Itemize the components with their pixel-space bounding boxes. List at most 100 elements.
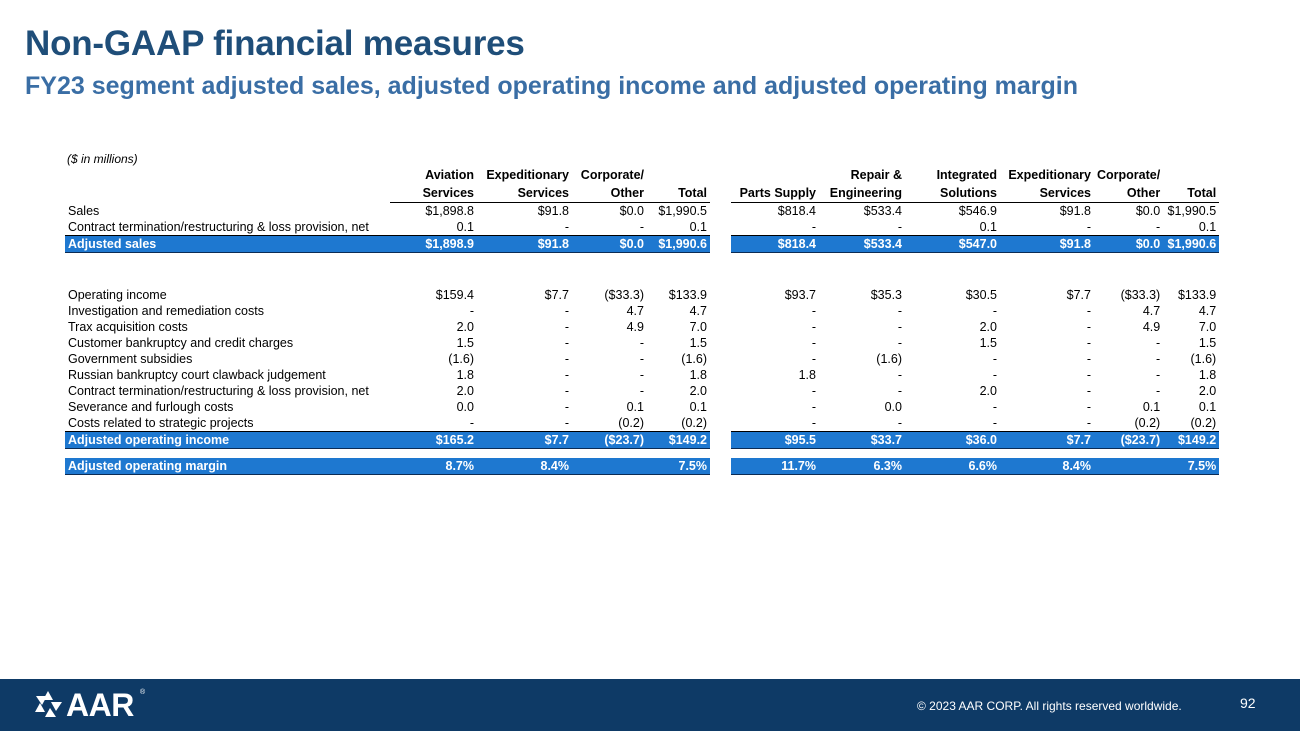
value-cell: $1,990.5	[658, 204, 707, 218]
value-cell: -	[1094, 219, 1164, 236]
column-gap	[710, 415, 731, 432]
row-label: Contract termination/restructuring & los…	[65, 219, 390, 236]
value-cell: 4.7	[689, 304, 707, 318]
column-header: Expeditionary	[486, 168, 569, 182]
footer-bar: AAR ® © 2023 AAR CORP. All rights reserv…	[0, 679, 1300, 731]
value-cell: -	[905, 415, 1000, 432]
value-cell: -	[1086, 320, 1091, 334]
value-cell: -	[639, 352, 644, 366]
column-header: Services	[477, 184, 572, 203]
units-note: ($ in millions)	[67, 152, 138, 166]
header-blank	[65, 184, 390, 203]
value-cell: $165.2	[390, 431, 477, 449]
table-row: Costs related to strategic projects - - (0.…	[65, 415, 1220, 432]
value-cell: -	[1156, 368, 1161, 382]
value-cell: -	[1086, 400, 1091, 414]
value-cell: $7.7	[477, 431, 572, 449]
table-row: Adjusted operating margin 8.7% 8.4% 7.5% 11.…	[65, 458, 1220, 475]
table-row: Adjusted sales $1,898.9 $91.8 $0.0 $1,990.6 $…	[65, 235, 1220, 253]
value-cell: -	[811, 400, 816, 414]
value-cell: $1,898.8	[425, 204, 474, 218]
value-cell: $93.7	[784, 288, 816, 302]
table-header-row: Aviation Expeditionary Corporate/Repair & I…	[65, 166, 1219, 184]
value-cell: -	[811, 304, 816, 318]
column-header: Engineering	[819, 184, 905, 203]
value-cell: -	[1000, 415, 1094, 432]
value-cell: -	[731, 415, 819, 432]
value-cell: 2.0	[979, 384, 997, 398]
value-cell: 1.5	[689, 336, 707, 350]
value-cell: -	[564, 320, 569, 334]
column-header: Services	[1000, 184, 1094, 203]
value-cell: -	[564, 304, 569, 318]
value-cell: 2.0	[456, 384, 474, 398]
column-header: Services	[390, 184, 477, 203]
column-header: Total	[647, 184, 710, 203]
value-cell: $818.4	[777, 204, 816, 218]
value-cell: -	[1156, 352, 1161, 366]
value-cell: (0.2)	[572, 415, 647, 432]
value-cell: -	[897, 384, 902, 398]
value-cell: $547.0	[905, 235, 1000, 253]
value-cell: $91.8	[537, 204, 569, 218]
column-header: Corporate/	[1097, 168, 1161, 182]
table-row: Contract termination/restructuring & los…	[65, 383, 1219, 399]
table-row: Customer bankruptcy and credit charges 1.…	[65, 335, 1219, 351]
aar-logo-icon	[35, 691, 62, 717]
value-cell: $159.4	[435, 288, 474, 302]
value-cell: (0.2)	[1163, 415, 1220, 432]
value-cell: -	[1156, 336, 1161, 350]
column-gap	[710, 367, 731, 383]
copyright-notice: © 2023 AAR CORP. All rights reserved wor…	[917, 699, 1182, 713]
value-cell: 0.1	[1142, 400, 1161, 414]
value-cell: $36.0	[905, 431, 1000, 449]
row-label: Costs related to strategic projects	[65, 415, 390, 432]
column-header: Total	[1163, 184, 1220, 203]
value-cell: -	[897, 368, 902, 382]
column-gap	[710, 458, 731, 475]
value-cell: $0.0	[572, 235, 647, 253]
column-gap	[710, 399, 731, 415]
value-cell: $35.3	[870, 288, 902, 302]
column-gap	[710, 383, 731, 399]
value-cell: 0.1	[1198, 400, 1217, 414]
column-header: Other	[572, 184, 647, 203]
value-cell: -	[811, 320, 816, 334]
value-cell: -	[564, 336, 569, 350]
value-cell: -	[897, 320, 902, 334]
value-cell: $33.7	[819, 431, 905, 449]
column-gap	[710, 319, 731, 335]
column-gap	[710, 236, 731, 253]
value-cell: (0.2)	[1094, 415, 1164, 432]
value-cell: (1.6)	[1190, 352, 1217, 366]
value-cell: 7.0	[1198, 320, 1217, 334]
value-cell: 1.8	[456, 368, 474, 382]
value-cell: 6.6%	[905, 458, 1000, 475]
value-cell: -	[1156, 384, 1161, 398]
value-cell: $1,990.5	[1167, 204, 1217, 218]
column-gap	[710, 303, 731, 319]
value-cell: 0.1	[905, 219, 1000, 236]
value-cell: 0.0	[884, 400, 902, 414]
value-cell: $7.7	[1066, 288, 1091, 302]
value-cell: 4.9	[1142, 320, 1161, 334]
value-cell: ($33.3)	[604, 288, 644, 302]
financial-table: Aviation Expeditionary Corporate/Repair & I…	[65, 166, 1220, 475]
value-cell: 0.1	[626, 400, 644, 414]
column-gap	[710, 184, 731, 203]
value-cell: -	[1086, 336, 1091, 350]
value-cell: $30.5	[965, 288, 997, 302]
value-cell: -	[564, 400, 569, 414]
value-cell: 7.5%	[1163, 458, 1220, 475]
page-subtitle: FY23 segment adjusted sales, adjusted op…	[25, 72, 1079, 100]
row-label: Customer bankruptcy and credit charges	[68, 336, 294, 350]
value-cell: -	[639, 384, 644, 398]
table-row: Government subsidies (1.6) - - (1.6) - (1.6) - -…	[65, 351, 1219, 367]
page-title: Non-GAAP financial measures	[25, 24, 525, 63]
table-spacer	[65, 449, 1219, 459]
value-cell: 8.7%	[390, 458, 477, 475]
value-cell: -	[1086, 384, 1091, 398]
row-label: Operating income	[68, 288, 167, 302]
value-cell: $1,898.9	[390, 235, 477, 253]
value-cell: 1.5	[1198, 336, 1217, 350]
